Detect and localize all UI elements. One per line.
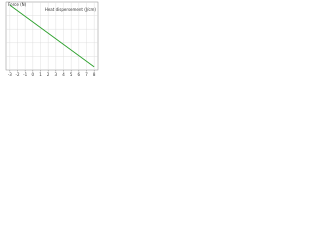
x-tick-label: 2 <box>47 72 50 77</box>
x-tick-label: 6 <box>78 72 81 77</box>
data-line <box>9 4 95 68</box>
x-tick-label: -2 <box>16 72 20 77</box>
x-tick-label: 5 <box>70 72 73 77</box>
x-tick-label: 7 <box>85 72 88 77</box>
h-grid <box>6 15 98 57</box>
x-tick-label: 4 <box>62 72 65 77</box>
x-axis-label: Heat dispersement (J/cm) <box>45 7 97 12</box>
y-axis-label: Force (N) <box>8 2 27 7</box>
page: {"chart_data": {"type": "line", "ylabel"… <box>0 0 100 81</box>
x-tick-label: -3 <box>8 72 12 77</box>
x-tick-label: 3 <box>55 72 58 77</box>
x-tick-label: 1 <box>39 72 42 77</box>
x-tick-label: 0 <box>32 72 35 77</box>
x-tick-label: 8 <box>93 72 96 77</box>
chart: Force (N) Heat dispersement (J/cm) -3 -2-… <box>5 1 99 77</box>
x-tick-label: -1 <box>23 72 27 77</box>
